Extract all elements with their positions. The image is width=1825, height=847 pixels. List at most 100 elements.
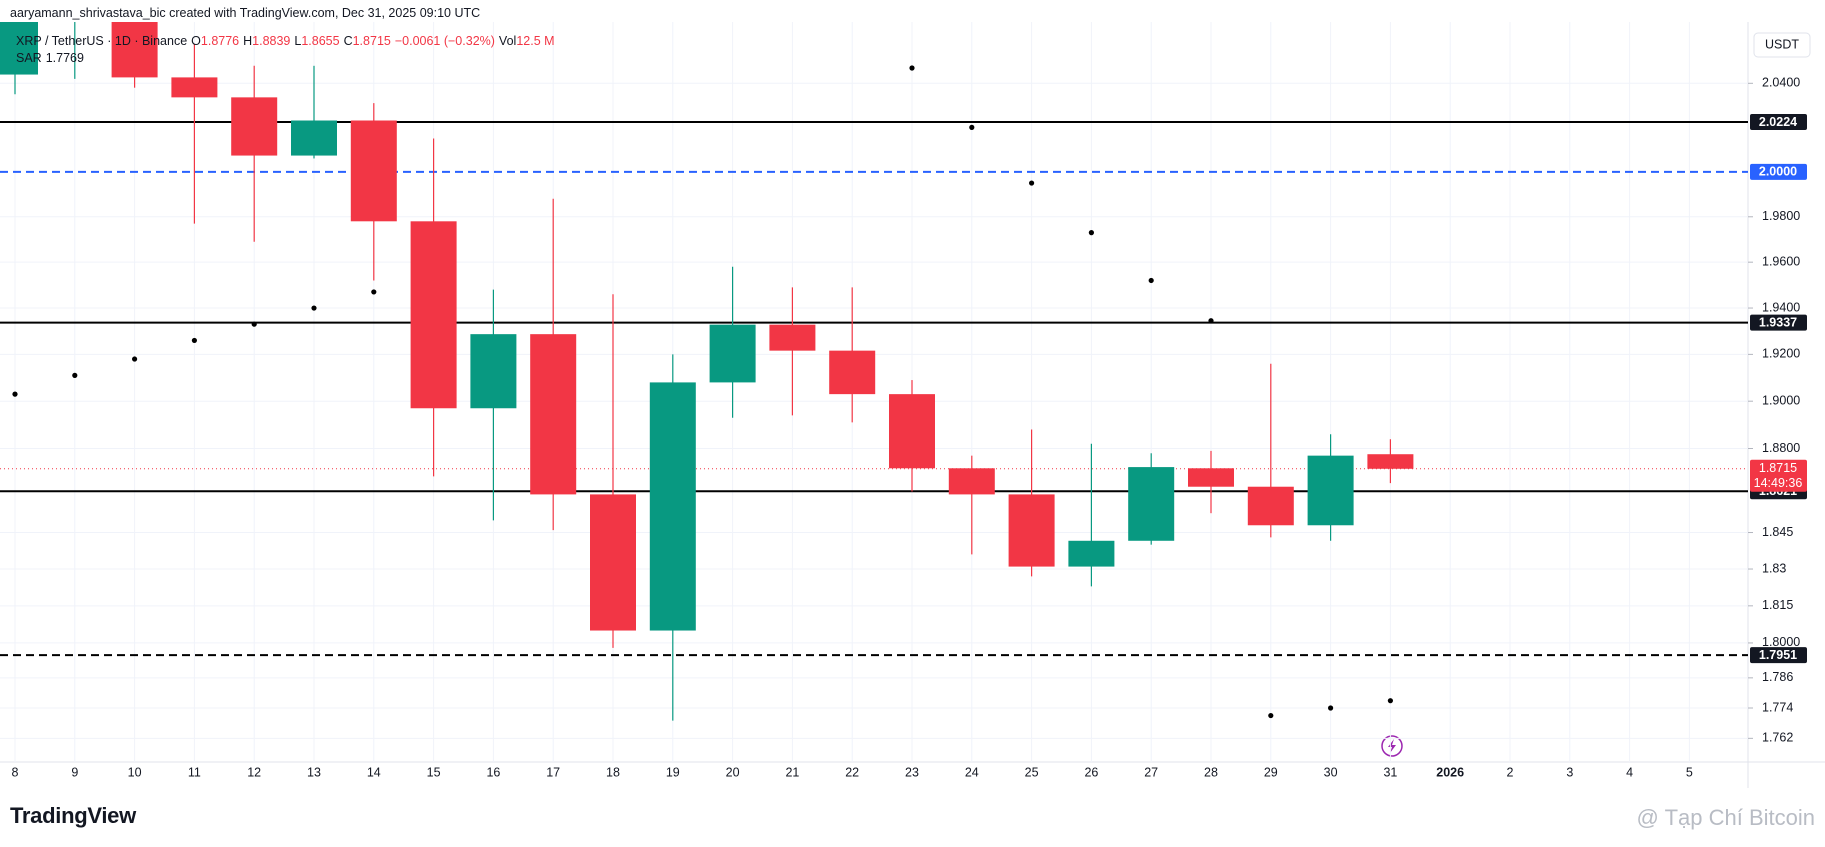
x-tick-label: 20 [726,765,740,779]
price-label-box [1750,314,1807,331]
change: −0.0061 (−0.32%) [394,34,495,48]
candle-body [291,120,337,156]
y-tick-label: 1.786 [1762,670,1793,684]
candle-body [350,120,397,222]
candle-body [0,22,38,75]
y-tick-label: 1.9400 [1762,300,1800,314]
candle-body [171,77,218,98]
y-tick-label: 1.774 [1762,700,1793,714]
candle-body [470,334,517,409]
x-tick-label: 2 [1507,765,1514,779]
candle-body [1128,467,1175,541]
y-tick-label: 2.0400 [1762,76,1800,90]
x-tick-label: 19 [666,765,680,779]
legend: SAR 1.7769 [16,51,88,65]
x-tick-label: 23 [905,765,919,779]
last-price-text: 1.8715 [1759,461,1797,475]
y-tick-label: 1.8800 [1762,441,1800,455]
y-tick-label: 1.83 [1762,561,1786,575]
symbol-title: XRP / TetherUS · 1D · Binance [16,34,188,48]
volume-label: Vol [498,34,517,48]
x-tick-label: 5 [1686,765,1693,779]
y-tick-label: 1.815 [1762,598,1793,612]
price-label: 2.0000 [1750,163,1807,180]
legend: XRP / TetherUS · 1D · Binance O1.8776 H1.8… [16,34,559,48]
price-label-text: 2.0224 [1759,115,1797,129]
x-tick-label: 30 [1324,765,1338,779]
y-tick-label: 1.9000 [1762,393,1800,407]
currency-box[interactable] [1753,32,1811,58]
x-tick-label: 28 [1204,765,1218,779]
x-tick-label: 2026 [1436,765,1464,779]
brand[interactable]: TradingView [10,803,136,828]
ohlc-label: L [294,34,302,48]
x-tick-label: 14 [367,765,381,779]
candle-body [709,324,756,383]
price-label-box [1750,647,1807,664]
price-label-box [1750,163,1807,180]
ohlc-label: C [343,34,353,48]
sar-name: SAR [16,51,42,65]
lightning-icon[interactable] [1381,735,1403,757]
sar-value: 1.7769 [45,51,84,65]
candle-body [231,97,278,156]
sar-dot [72,372,78,378]
price-label: 2.0224 [1750,114,1807,131]
x-tick-label: 29 [1264,765,1278,779]
sar-dot [969,124,975,130]
ohlc-label: H [243,34,253,48]
x-tick-label: 25 [1025,765,1039,779]
volume: 12.5 M [516,34,555,48]
sar-dot [1208,318,1214,324]
x-tick-label: 27 [1144,765,1158,779]
x-tick-label: 21 [785,765,799,779]
currency: USDT [1765,37,1799,51]
price-label-text: 1.7951 [1759,648,1797,662]
sar-dot [1268,712,1274,719]
x-tick-label: 17 [546,765,560,779]
y-tick-label: 1.9800 [1762,209,1800,223]
ohlc-value: 1.8715 [352,34,391,48]
sar-dot [1387,698,1393,704]
x-tick-label: 11 [188,765,201,779]
x-tick-label: 12 [247,765,261,779]
x-tick-label: 26 [1084,765,1098,779]
countdown: 14:49:36 [1754,476,1803,490]
candle-body [889,394,935,469]
candle-body [1188,468,1234,487]
candle-body [590,494,636,631]
ohlc-value: 1.8776 [200,34,240,48]
y-tick-label: 1.762 [1762,731,1793,745]
candle-body [1367,454,1414,469]
sar-dot [132,356,138,362]
y-tick-label: 1.845 [1762,525,1793,539]
candle-body [649,382,696,631]
last-price-box [1750,459,1807,492]
x-tick-label: 16 [486,765,500,779]
candle-body [410,221,457,409]
x-tick-label: 24 [965,765,979,779]
x-tick-label: 4 [1626,765,1633,779]
sar-dot [311,305,317,311]
sar-dot [251,321,257,327]
y-tick-label: 1.9200 [1762,347,1800,361]
x-tick-label: 15 [427,765,441,779]
x-tick-label: 10 [128,765,142,779]
price-label: 1.9337 [1750,314,1807,331]
x-tick-label: 18 [606,765,620,779]
sar-dot [1328,705,1334,711]
price-label-text: 1.9337 [1759,315,1797,329]
candle-body [1068,540,1115,567]
price-label-text: 2.0000 [1759,165,1797,179]
x-tick-label: 13 [307,765,321,779]
sar-dot [1029,180,1035,186]
candle-body [948,468,995,495]
sar-dot [1148,277,1154,284]
sar-dot [191,337,197,344]
y-tick-label: 1.8000 [1762,635,1800,649]
sar-dot [371,289,377,295]
candle-body [1307,455,1354,526]
